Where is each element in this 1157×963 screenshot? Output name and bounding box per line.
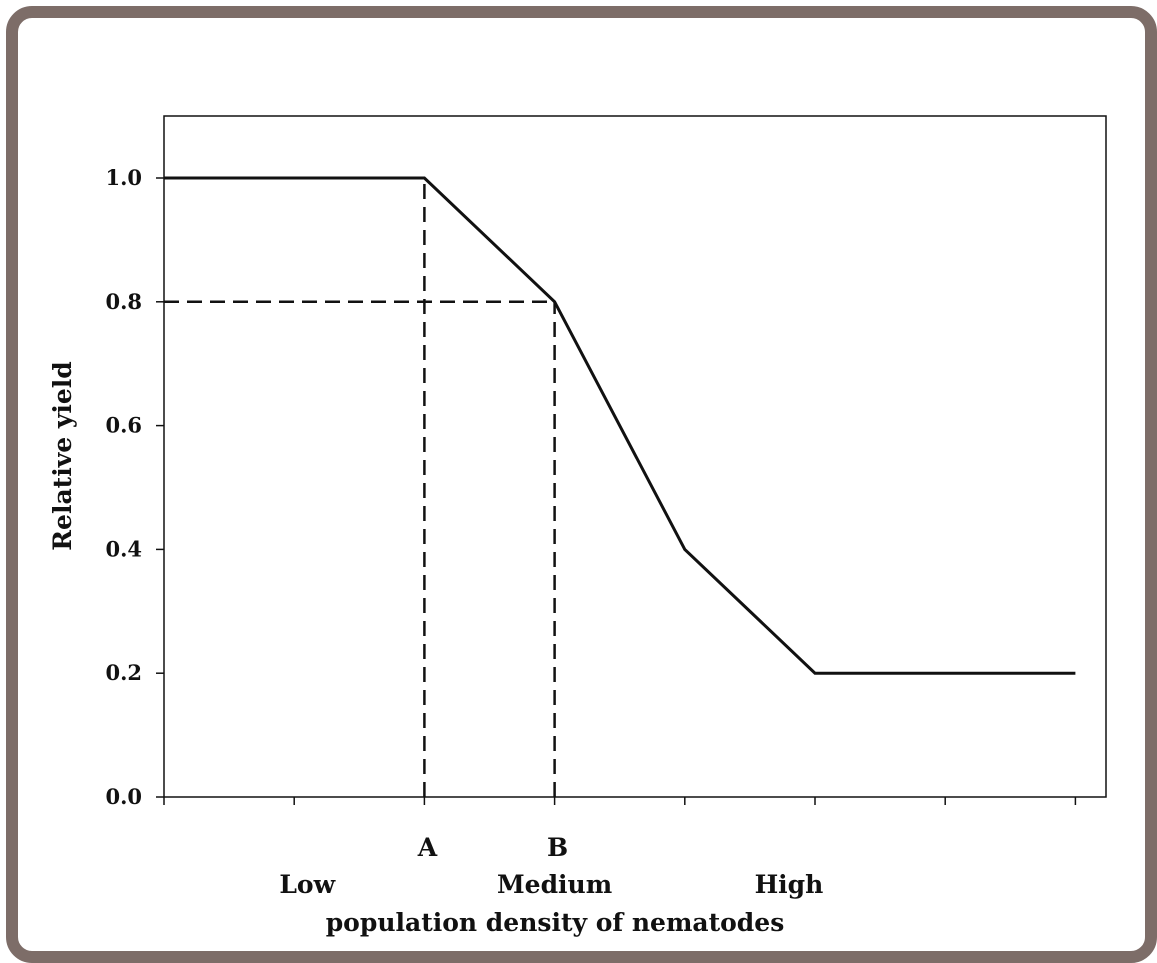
- series-group: [164, 176, 1076, 675]
- point-label-b: B: [547, 833, 568, 862]
- category-labels: Low Medium High: [279, 870, 823, 899]
- category-label-medium: Medium: [497, 870, 612, 899]
- series-line-0: [164, 176, 1076, 675]
- y-tick-label-5: 1.0: [105, 165, 142, 190]
- category-label-high: High: [755, 870, 824, 899]
- figure-frame: [6, 6, 1157, 963]
- x-axis-title: population density of nematodes: [326, 908, 785, 937]
- category-label-low: Low: [279, 870, 336, 899]
- y-axis-title: Relative yield: [48, 361, 77, 550]
- y-tick-label-1: 0.2: [105, 660, 142, 685]
- reference-lines: [164, 178, 556, 797]
- y-axis-ticks: 0.0 0.2 0.4 0.6 0.8 1.0: [105, 165, 164, 809]
- y-tick-label-2: 0.4: [105, 536, 142, 561]
- y-tick-label-0: 0.0: [105, 784, 142, 809]
- y-tick-label-3: 0.6: [105, 413, 142, 438]
- x-axis-ticks: [163, 797, 1077, 805]
- y-tick-label-4: 0.8: [105, 289, 142, 314]
- plot-area-border: [163, 115, 1107, 798]
- point-label-a: A: [417, 833, 438, 862]
